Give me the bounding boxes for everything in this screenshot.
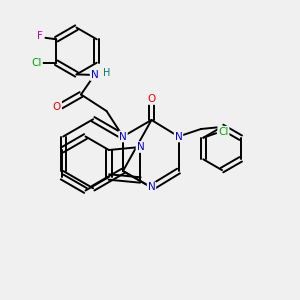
Text: F: F — [38, 31, 43, 41]
Text: O: O — [53, 101, 61, 112]
Text: N: N — [119, 131, 127, 142]
Text: N: N — [148, 182, 155, 193]
Text: N: N — [136, 142, 144, 152]
Text: N: N — [175, 131, 182, 142]
Text: N: N — [91, 70, 98, 80]
Text: H: H — [103, 68, 111, 79]
Text: Cl: Cl — [32, 58, 42, 68]
Text: O: O — [147, 94, 156, 104]
Text: Cl: Cl — [218, 127, 229, 137]
